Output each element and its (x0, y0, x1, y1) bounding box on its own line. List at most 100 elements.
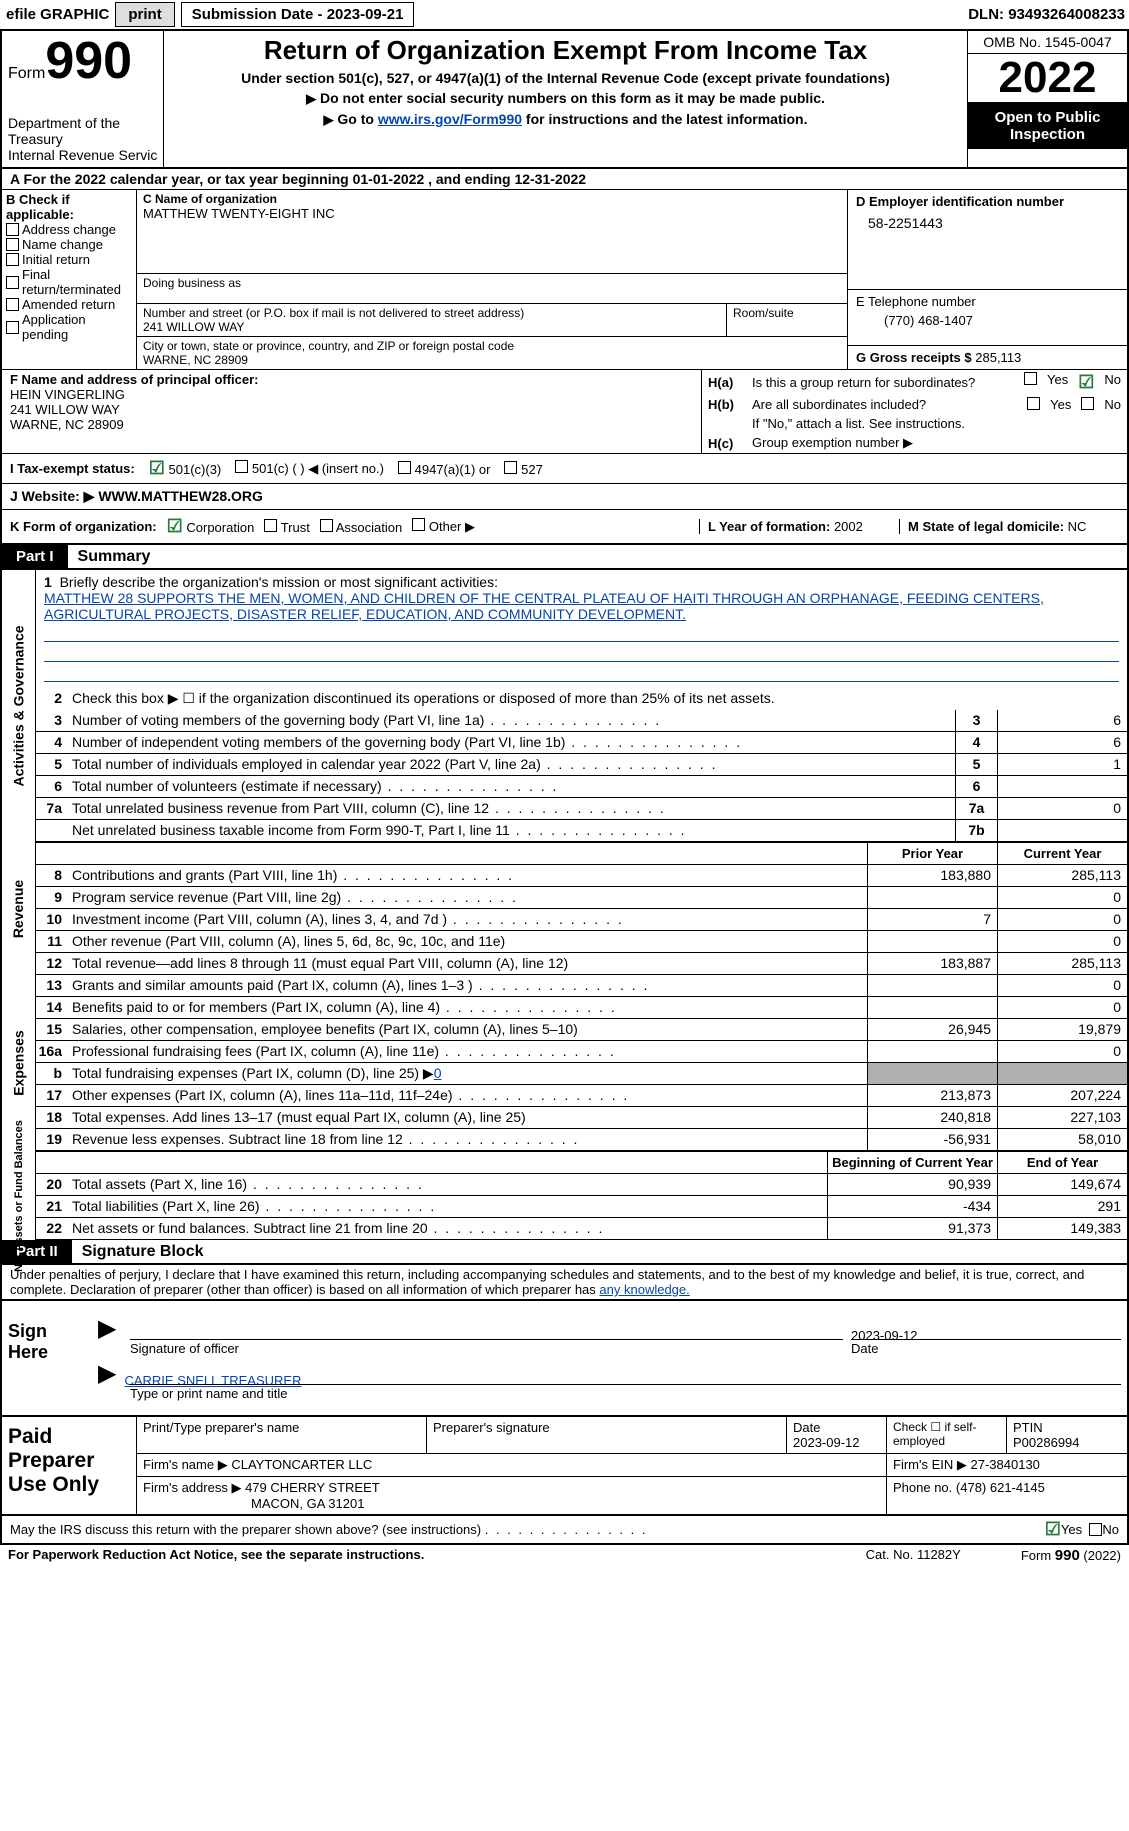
section-c: C Name of organization MATTHEW TWENTY-EI… (137, 190, 847, 369)
line5-text: Total number of individuals employed in … (68, 754, 955, 775)
section-revenue: Revenue Prior YearCurrent Year 8Contribu… (2, 842, 1127, 975)
discuss-no[interactable] (1089, 1523, 1102, 1536)
line13-cy: 0 (997, 975, 1127, 996)
checkbox-address-change[interactable] (6, 223, 19, 236)
4947-checkbox[interactable] (398, 461, 411, 474)
prep-date-val: 2023-09-12 (793, 1435, 860, 1450)
sig-arrow-icon: ▶ (98, 1314, 116, 1343)
501c-checkbox[interactable] (235, 460, 248, 473)
irs-discuss-row: May the IRS discuss this return with the… (0, 1516, 1129, 1545)
section-activities-governance: Activities & Governance 1 Briefly descri… (2, 570, 1127, 842)
checkbox-final-return[interactable] (6, 276, 19, 289)
section-h: H(a) Is this a group return for subordin… (702, 370, 1127, 453)
side-expenses: Expenses (11, 1030, 27, 1095)
section-b-header: B Check if applicable: (6, 192, 132, 222)
other-checkbox[interactable] (412, 518, 425, 531)
sig-officer-label: Signature of officer (130, 1339, 843, 1356)
part-2-title: Signature Block (72, 1243, 204, 1261)
line15-text: Salaries, other compensation, employee b… (68, 1019, 867, 1040)
ha-yes[interactable] (1024, 372, 1037, 385)
irs-link[interactable]: www.irs.gov/Form990 (378, 111, 522, 127)
irs-text: Internal Revenue Service (8, 147, 157, 163)
line17-cy: 207,224 (997, 1085, 1127, 1106)
check-self-emp: Check ☐ if self-employed (887, 1417, 1007, 1453)
dba-label: Doing business as (137, 273, 847, 303)
line10-cy: 0 (997, 909, 1127, 930)
part-1-tab: Part I (2, 545, 68, 568)
m-value: NC (1068, 519, 1087, 534)
line7a-val: 0 (997, 798, 1127, 819)
line16a-py (867, 1041, 997, 1062)
row-i-tax-status: I Tax-exempt status: ☑ 501(c)(3) 501(c) … (0, 453, 1129, 483)
print-name-label: Print/Type preparer's name (137, 1417, 427, 1453)
open-to-public: Open to Public Inspection (968, 103, 1127, 149)
line13-text: Grants and similar amounts paid (Part IX… (68, 975, 867, 996)
street-value: 241 WILLOW WAY (143, 320, 720, 334)
checkbox-name-change[interactable] (6, 238, 19, 251)
527-checkbox[interactable] (504, 461, 517, 474)
hb-yes[interactable] (1027, 397, 1040, 410)
checkbox-app-pending[interactable] (6, 321, 19, 334)
prep-sig-label: Preparer's signature (427, 1417, 787, 1453)
efile-label: efile GRAPHIC (0, 6, 109, 23)
line9-text: Program service revenue (Part VIII, line… (68, 887, 867, 908)
line9-py (867, 887, 997, 908)
line7b-val (997, 820, 1127, 841)
form-word: Form (8, 65, 45, 83)
sig-arrow2-icon: ▶ (98, 1359, 116, 1388)
end-year-hdr: End of Year (997, 1152, 1127, 1173)
i-label: I Tax-exempt status: (10, 461, 135, 476)
hb-text: Are all subordinates included? (752, 397, 1027, 412)
j-label: J Website: ▶ (10, 488, 98, 504)
trust-checkbox[interactable] (264, 519, 277, 532)
side-revenue: Revenue (11, 879, 27, 937)
summary-body: Activities & Governance 1 Briefly descri… (0, 570, 1129, 1240)
m-label: M State of legal domicile: (908, 519, 1064, 534)
submission-date: Submission Date - 2023-09-21 (181, 2, 415, 27)
tel-value: (770) 468-1407 (856, 309, 1119, 328)
section-c-name-label: C Name of organization (143, 192, 277, 206)
paperwork-notice: For Paperwork Reduction Act Notice, see … (8, 1547, 424, 1564)
line9-cy: 0 (997, 887, 1127, 908)
hb-no[interactable] (1081, 397, 1094, 410)
prior-year-hdr: Prior Year (867, 843, 997, 864)
line11-py (867, 931, 997, 952)
org-info-grid: B Check if applicable: Address change Na… (0, 189, 1129, 369)
street-label: Number and street (or P.O. box if mail i… (143, 306, 720, 320)
hb-label: H(b) (708, 397, 752, 412)
sign-here-block: Sign Here ▶ 2023-09-12 Signature of offi… (0, 1301, 1129, 1417)
line2-text: Check this box ▶ ☐ if the organization d… (68, 688, 1127, 710)
line5-val: 1 (997, 754, 1127, 775)
line19-cy: 58,010 (997, 1129, 1127, 1150)
line8-py: 183,880 (867, 865, 997, 886)
line6-val (997, 776, 1127, 797)
part-2-header: Part II Signature Block (0, 1240, 1129, 1265)
line7a-text: Total unrelated business revenue from Pa… (68, 798, 955, 819)
l-label: L Year of formation: (708, 519, 830, 534)
checkbox-amended[interactable] (6, 298, 19, 311)
header-left: Form 990 Department of the Treasury Inte… (2, 31, 164, 167)
line16b-shade1 (867, 1063, 997, 1084)
assoc-checkbox[interactable] (320, 519, 333, 532)
ein-value: 58-2251443 (856, 209, 1119, 231)
line21-cy: 291 (997, 1196, 1127, 1217)
checkbox-initial-return[interactable] (6, 253, 19, 266)
line8-cy: 285,113 (997, 865, 1127, 886)
mission-text: MATTHEW 28 SUPPORTS THE MEN, WOMEN, AND … (44, 590, 1044, 622)
instr-1: Do not enter social security numbers on … (320, 90, 825, 106)
line10-py: 7 (867, 909, 997, 930)
department-text: Department of the Treasury (8, 115, 157, 147)
form-header: Form 990 Department of the Treasury Inte… (0, 31, 1129, 169)
officer-addr2: WARNE, NC 28909 (10, 417, 693, 432)
l-value: 2002 (834, 519, 863, 534)
discuss-yes-checked: ☑ (1045, 1519, 1061, 1540)
part-1-title: Summary (68, 548, 151, 566)
line16b-text: Total fundraising expenses (Part IX, col… (68, 1063, 867, 1084)
top-bar: efile GRAPHIC print Submission Date - 20… (0, 0, 1129, 31)
line10-text: Investment income (Part VIII, column (A)… (68, 909, 867, 930)
ha-no-checked: ☑ (1078, 372, 1094, 393)
firm-ein-val: 27-3840130 (971, 1457, 1040, 1472)
name-title-label: Type or print name and title (130, 1384, 1121, 1401)
print-button[interactable]: print (115, 2, 174, 27)
city-label: City or town, state or province, country… (143, 339, 841, 353)
